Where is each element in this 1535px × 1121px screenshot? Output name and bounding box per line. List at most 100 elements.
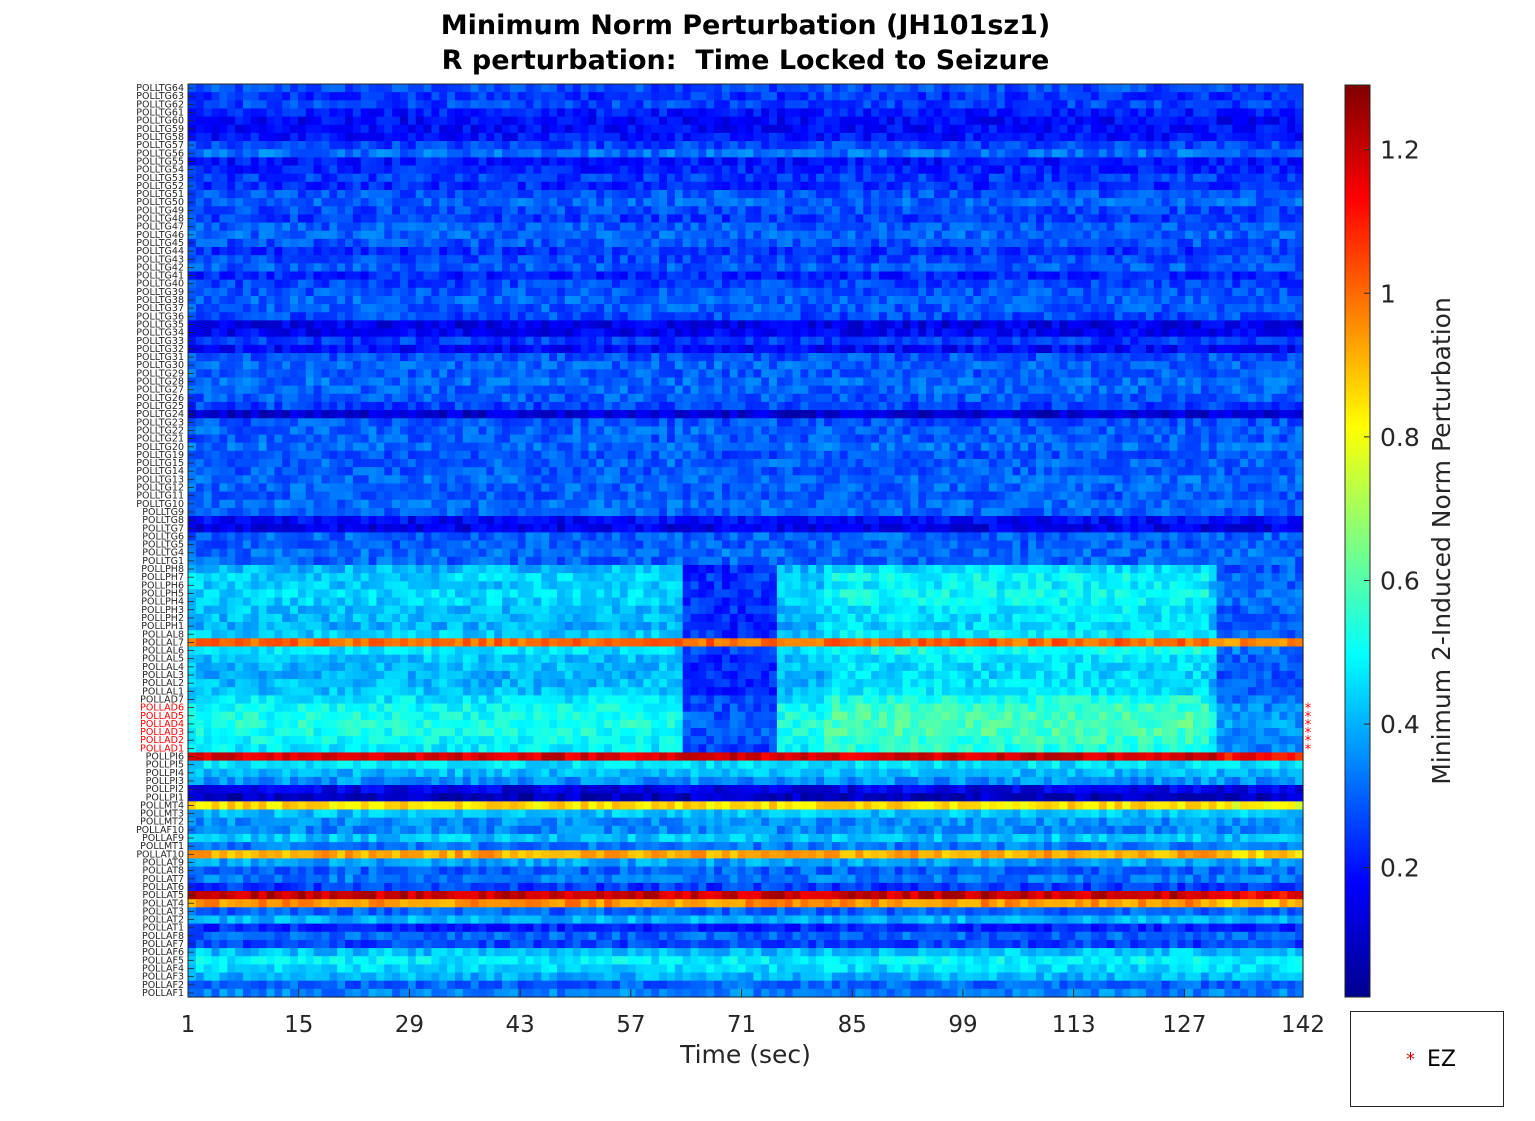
heatmap-cell <box>250 165 260 175</box>
heatmap-cell <box>871 100 880 110</box>
heatmap-cell <box>1122 320 1131 330</box>
heatmap-cell <box>1263 361 1273 370</box>
heatmap-cell <box>564 361 574 370</box>
heatmap-cell <box>1067 320 1076 330</box>
heatmap-cell <box>1130 181 1139 191</box>
heatmap-cell <box>525 116 535 126</box>
heatmap-cell <box>894 238 904 248</box>
heatmap-cell <box>839 149 849 158</box>
heatmap-cell <box>274 230 283 240</box>
heatmap-cell <box>824 165 833 175</box>
heatmap-cell <box>439 100 448 110</box>
heatmap-cell <box>407 108 417 118</box>
heatmap-cell <box>1098 100 1108 110</box>
heatmap-cell <box>910 165 919 175</box>
heatmap-cell <box>203 189 213 199</box>
heatmap-cell <box>863 100 872 110</box>
heatmap-cell <box>981 214 990 224</box>
heatmap-cell <box>886 92 896 101</box>
heatmap-cell <box>360 279 370 289</box>
heatmap-cell <box>517 361 527 370</box>
heatmap-cell <box>1248 173 1257 183</box>
heatmap-cell <box>1028 271 1037 281</box>
heatmap-cell <box>1004 149 1014 158</box>
heatmap-cell <box>345 369 354 379</box>
heatmap-cell <box>266 238 275 248</box>
heatmap-cell <box>447 344 456 354</box>
heatmap-cell <box>211 141 221 150</box>
heatmap-cell <box>714 214 723 224</box>
heatmap-cell <box>203 206 213 216</box>
heatmap-cell <box>1043 84 1053 93</box>
heatmap-cell <box>1287 230 1296 240</box>
heatmap-cell <box>572 116 582 126</box>
heatmap-cell <box>1043 312 1053 321</box>
heatmap-cell <box>910 238 919 248</box>
heatmap-cell <box>1075 271 1084 281</box>
heatmap-cell <box>1106 100 1116 110</box>
heatmap-cell <box>996 214 1006 224</box>
heatmap-cell <box>462 214 472 224</box>
heatmap-cell <box>1090 84 1100 93</box>
heatmap-cell <box>195 189 205 199</box>
heatmap-cell <box>698 189 707 199</box>
heatmap-cell <box>659 353 668 362</box>
heatmap-cell <box>682 287 692 297</box>
heatmap-cell <box>313 336 323 346</box>
heatmap-cell <box>635 238 645 248</box>
heatmap-cell <box>706 181 715 191</box>
heatmap-cell <box>706 247 715 256</box>
heatmap-cell <box>1193 230 1202 240</box>
heatmap-cell <box>502 157 511 167</box>
heatmap-cell <box>619 84 629 93</box>
heatmap-cell <box>651 238 660 248</box>
heatmap-cell <box>297 181 307 191</box>
heatmap-cell <box>949 304 959 313</box>
heatmap-cell <box>392 84 401 93</box>
heatmap-cell <box>847 304 857 313</box>
heatmap-cell <box>769 206 778 216</box>
heatmap-cell <box>933 189 943 199</box>
heatmap-cell <box>910 279 919 289</box>
heatmap-cell <box>1169 149 1178 158</box>
heatmap-cell <box>588 255 597 264</box>
heatmap-cell <box>761 263 770 273</box>
heatmap-cell <box>557 353 566 362</box>
heatmap-cell <box>1043 173 1053 183</box>
heatmap-cell <box>847 84 857 93</box>
heatmap-cell <box>831 149 841 158</box>
heatmap-cell <box>580 214 590 224</box>
heatmap-cell <box>1036 198 1045 207</box>
heatmap-cell <box>219 84 228 93</box>
heatmap-cell <box>502 312 511 321</box>
heatmap-cell <box>1271 198 1281 207</box>
heatmap-cell <box>1098 238 1108 248</box>
heatmap-cell <box>1208 255 1218 264</box>
heatmap-cell <box>839 238 849 248</box>
heatmap-cell <box>878 328 888 338</box>
heatmap-cell <box>863 255 872 264</box>
heatmap-cell <box>988 247 998 256</box>
heatmap-cell <box>533 214 542 224</box>
heatmap-cell <box>933 181 943 191</box>
heatmap-cell <box>886 287 896 297</box>
heatmap-cell <box>902 181 911 191</box>
heatmap-cell <box>1138 181 1147 191</box>
heatmap-cell <box>1185 149 1194 158</box>
heatmap-cell <box>564 206 574 216</box>
heatmap-cell <box>392 279 401 289</box>
heatmap-cell <box>400 320 409 330</box>
heatmap-cell <box>965 214 974 224</box>
heatmap-cell <box>431 255 440 264</box>
heatmap-cell <box>878 361 888 370</box>
heatmap-cell <box>1271 108 1281 118</box>
heatmap-cell <box>1279 361 1288 370</box>
heatmap-cell <box>1232 312 1241 321</box>
heatmap-cell <box>651 100 660 110</box>
heatmap-cell <box>745 263 754 273</box>
heatmap-cell <box>439 320 448 330</box>
heatmap-cell <box>769 312 778 321</box>
heatmap-cell <box>1051 149 1061 158</box>
heatmap-cell <box>470 287 480 297</box>
heatmap-cell <box>1020 247 1029 256</box>
